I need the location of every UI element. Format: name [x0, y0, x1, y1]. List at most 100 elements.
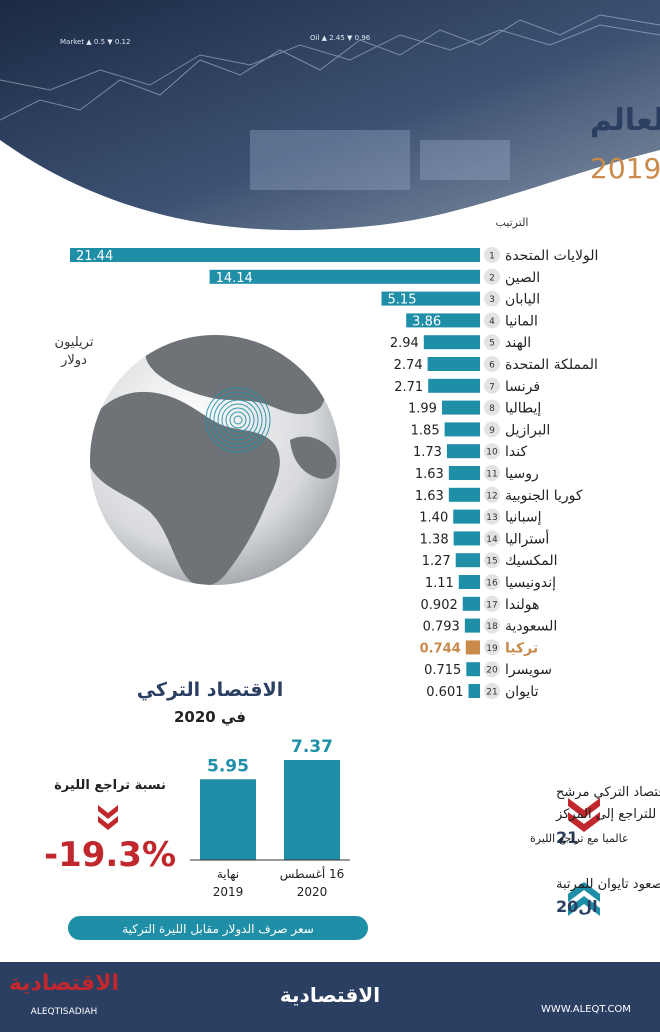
country-label-10: كندا	[505, 444, 527, 460]
country-label-13: إسبانيا	[505, 510, 542, 526]
bar-12	[448, 487, 480, 502]
footer-handle: ALEQTISADIAH	[31, 1007, 98, 1017]
rank-badge-21	[484, 683, 500, 699]
lira-bar-1	[200, 779, 256, 860]
ticker-right: Oil ▲ 2.45 ▼ 0.96	[310, 34, 371, 42]
rank-badge-7	[484, 377, 500, 394]
rank-number-11: 11	[486, 470, 497, 480]
lira-value-2: 7.37	[291, 737, 333, 757]
globe-illustration	[90, 335, 340, 585]
economies-bar-chart: 21.44 1 الولايات المتحدة 14.14 2 الصين 5.15 3 ال…	[70, 247, 598, 700]
rank-number-18: 18	[486, 622, 498, 632]
country-label-5: الهند	[505, 335, 531, 351]
country-label-14: أستراليا	[505, 529, 549, 547]
value-label-1: 21.44	[76, 249, 113, 264]
rank-number-2: 2	[489, 273, 495, 283]
bar-20	[466, 662, 480, 677]
bar-16	[458, 575, 480, 589]
note-up-icon	[568, 882, 600, 916]
rank-badge-16	[484, 574, 500, 590]
bar-2	[209, 269, 480, 284]
rank-badge-17	[484, 595, 500, 612]
bar-4	[406, 313, 480, 328]
value-label-10: 1.73	[413, 445, 442, 460]
rank-number-5: 5	[489, 339, 495, 349]
bar-9	[444, 422, 480, 437]
value-label-12: 1.63	[415, 489, 444, 504]
lira-title: نسبة تراجع الليرة	[54, 778, 166, 793]
note2-line1: وصعود تايوان للمرتبة	[556, 877, 660, 892]
bar-11	[448, 466, 480, 480]
value-label-6: 2.74	[394, 358, 423, 373]
rank-number-15: 15	[486, 557, 497, 567]
value-label-4: 3.86	[412, 314, 441, 329]
rank-badge-14	[484, 530, 500, 547]
rank-number-8: 8	[489, 404, 495, 414]
country-label-11: روسيا	[505, 466, 539, 482]
lira-bar-2	[284, 760, 340, 860]
country-label-3: اليابان	[505, 292, 540, 308]
country-label-21: تايوان	[505, 684, 539, 700]
country-label-19: تركيا	[505, 640, 538, 656]
rank-number-4: 4	[489, 317, 495, 327]
footer-logo-left: الاقتصادية	[9, 971, 119, 996]
lira-category-1-line1: نهاية	[217, 867, 239, 881]
rank-number-7: 7	[489, 382, 495, 392]
bar-19	[465, 640, 480, 655]
value-label-19: 0.744	[420, 641, 461, 656]
note1-line2: للتراجع إلى المركز	[555, 807, 656, 822]
note-down-icon	[568, 798, 600, 832]
lira-exchange-chart: 5.95 نهاية 2019 7.37 16 أغسطس 2020	[200, 737, 344, 899]
country-label-4: المانيا	[505, 313, 538, 329]
lira-category-2-line1: 16 أغسطس	[280, 866, 345, 882]
country-label-15: المكسيك	[505, 553, 558, 569]
value-label-3: 5.15	[388, 293, 417, 308]
value-label-15: 1.27	[422, 554, 451, 569]
footer-logo-center: الاقتصادية	[280, 983, 380, 1007]
value-label-7: 2.71	[394, 380, 423, 395]
rank-badge-18	[484, 617, 500, 634]
value-label-2: 14.14	[216, 271, 253, 286]
value-label-5: 2.94	[390, 336, 419, 351]
rank-badge-19	[484, 639, 500, 656]
rank-badge-1	[484, 247, 500, 263]
bar-8	[441, 400, 480, 415]
rank-badge-9	[484, 421, 500, 438]
country-label-9: البرازيل	[505, 422, 550, 438]
value-label-9: 1.85	[411, 423, 440, 438]
rank-number-3: 3	[489, 295, 495, 305]
caption-pill	[68, 916, 368, 940]
value-label-13: 1.40	[419, 511, 448, 526]
note1-line3: عالميا مع تراجع الليرة	[530, 832, 629, 845]
value-label-11: 1.63	[415, 467, 444, 482]
country-label-7: فرنسا	[505, 379, 540, 395]
footer-bar	[0, 962, 660, 1032]
unit-label-1: تريليون	[55, 335, 94, 350]
bar-15	[455, 553, 480, 568]
rank-badge-13	[484, 508, 500, 525]
lira-category-1-line2: 2019	[213, 885, 244, 899]
lira-value: -19.3%	[44, 835, 176, 875]
bar-21	[468, 684, 480, 698]
header-photo: Market ▲ 0.5 ▼ 0.12 Oil ▲ 2.45 ▼ 0.96	[0, 0, 660, 231]
rank-number-13: 13	[486, 513, 497, 523]
value-label-17: 0.902	[421, 598, 458, 613]
rank-number-17: 17	[486, 600, 497, 610]
rank-badge-2	[484, 268, 500, 285]
rank-badge-3	[484, 290, 500, 307]
rank-number-19: 19	[486, 644, 498, 654]
country-label-12: كوريا الجنوبية	[505, 488, 583, 504]
rank-badge-10	[484, 443, 500, 460]
rank-badge-12	[484, 486, 500, 503]
rank-number-9: 9	[489, 426, 495, 436]
rank-badge-4	[484, 312, 500, 329]
country-label-8: إيطاليا	[505, 401, 541, 417]
page-title: أكبر اقتصادات العالم	[590, 100, 660, 138]
rank-number-1: 1	[489, 252, 495, 262]
bar-18	[464, 618, 480, 633]
rank-number-21: 21	[486, 688, 497, 698]
page-subtitle: في 2019	[590, 152, 660, 185]
value-label-18: 0.793	[423, 620, 460, 635]
caption-text: سعر صرف الدولار مقابل الليرة التركية	[122, 922, 314, 937]
